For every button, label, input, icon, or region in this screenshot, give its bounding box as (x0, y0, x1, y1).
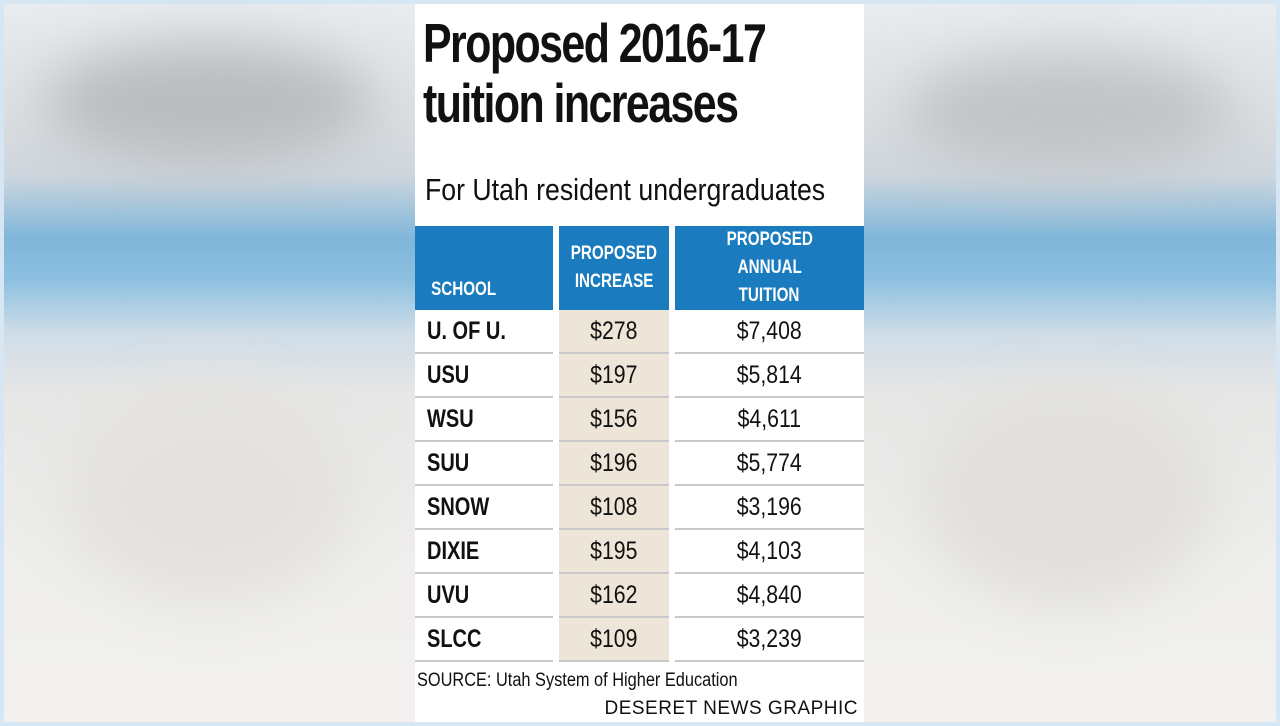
cell-tuition-value: $5,774 (736, 448, 802, 477)
cell-tuition-value: $7,408 (736, 316, 802, 345)
cell-school-value: DIXIE (427, 536, 480, 565)
header-tuition-line-1: PROPOSED ANNUAL (726, 229, 813, 278)
title-line-2: tuition increases (423, 72, 739, 134)
cell-school-value: SUU (427, 448, 470, 477)
cell-school-value: SLCC (427, 624, 482, 653)
column-gap (553, 354, 559, 398)
cell-school: U. OF U. (415, 310, 554, 354)
column-gap (553, 486, 559, 530)
cell-increase-value: $278 (590, 316, 638, 345)
table-row: SLCC $109 $3,239 (415, 618, 864, 662)
column-gap (553, 442, 559, 486)
cell-increase-value: $156 (590, 404, 638, 433)
column-header-school: SCHOOL (415, 226, 554, 310)
cell-increase: $156 (558, 398, 669, 442)
column-gap (553, 398, 559, 442)
chart-subtitle: For Utah resident undergraduates (425, 172, 826, 207)
column-gap (668, 618, 675, 662)
cell-school-value: U. OF U. (427, 316, 506, 345)
cell-increase: $108 (558, 486, 669, 530)
cell-tuition: $3,196 (674, 486, 864, 530)
cell-school: DIXIE (415, 530, 554, 574)
cell-school: USU (415, 354, 554, 398)
column-gap (553, 310, 559, 354)
header-increase-line-1: PROPOSED (570, 243, 657, 264)
table-row: U. OF U. $278 $7,408 (415, 310, 864, 354)
column-gap (668, 354, 675, 398)
column-gap (668, 530, 675, 574)
header-increase-line-2: INCREASE (574, 271, 654, 292)
cell-school: SLCC (415, 618, 554, 662)
column-header-tuition: PROPOSED ANNUAL TUITION (674, 226, 864, 310)
table-body: U. OF U. $278 $7,408 USU $197 $5,814 WSU $156 $4… (415, 310, 864, 662)
cell-school: SNOW (415, 486, 554, 530)
cell-increase: $162 (558, 574, 669, 618)
cell-tuition-value: $4,611 (737, 404, 801, 433)
table-row: SNOW $108 $3,196 (415, 486, 864, 530)
source-note: SOURCE: Utah System of Higher Education (417, 670, 738, 691)
cell-tuition: $4,103 (674, 530, 864, 574)
table-row: USU $197 $5,814 (415, 354, 864, 398)
cell-increase: $195 (558, 530, 669, 574)
cell-school-value: USU (427, 360, 470, 389)
cell-increase-value: $195 (590, 536, 638, 565)
cell-tuition-value: $3,196 (736, 492, 802, 521)
cell-increase: $278 (558, 310, 669, 354)
chart-title: Proposed 2016-17 tuition increases (423, 12, 767, 134)
cell-tuition: $4,840 (674, 574, 864, 618)
cell-tuition: $4,611 (674, 398, 864, 442)
cell-tuition-value: $5,814 (736, 360, 802, 389)
table-header-row: SCHOOL PROPOSED INCREASE PROPOSED ANNUAL… (415, 226, 864, 310)
cell-tuition: $5,774 (674, 442, 864, 486)
header-tuition-line-2: TUITION (738, 285, 800, 306)
column-gap (553, 618, 559, 662)
cell-increase-value: $197 (590, 360, 638, 389)
cell-school-value: SNOW (427, 492, 490, 521)
cell-tuition: $5,814 (674, 354, 864, 398)
column-header-increase: PROPOSED INCREASE (558, 226, 669, 310)
cell-tuition-value: $3,239 (736, 624, 802, 653)
column-gap (668, 226, 675, 310)
cell-increase: $109 (558, 618, 669, 662)
column-gap (553, 226, 559, 310)
tuition-table: SCHOOL PROPOSED INCREASE PROPOSED ANNUAL… (415, 226, 864, 662)
cell-increase: $196 (558, 442, 669, 486)
column-gap (668, 442, 675, 486)
background-blur-shape (904, 54, 1234, 174)
column-gap (668, 486, 675, 530)
background-blur-shape (924, 384, 1214, 604)
cell-school: UVU (415, 574, 554, 618)
cell-increase-value: $108 (590, 492, 638, 521)
cell-increase-value: $109 (590, 624, 638, 653)
cell-school-value: UVU (427, 580, 470, 609)
column-gap (668, 574, 675, 618)
table-row: WSU $156 $4,611 (415, 398, 864, 442)
background-blur-shape (44, 44, 374, 164)
cell-tuition-value: $4,103 (736, 536, 802, 565)
cell-school: SUU (415, 442, 554, 486)
cell-tuition: $3,239 (674, 618, 864, 662)
header-school-label: SCHOOL (431, 279, 497, 300)
cell-increase: $197 (558, 354, 669, 398)
graphic-credit: DESERET NEWS GRAPHIC (604, 698, 858, 719)
table-row: SUU $196 $5,774 (415, 442, 864, 486)
cell-tuition-value: $4,840 (736, 580, 802, 609)
column-gap (553, 574, 559, 618)
background-blur-shape (64, 384, 354, 604)
table-row: UVU $162 $4,840 (415, 574, 864, 618)
column-gap (668, 310, 675, 354)
column-gap (553, 530, 559, 574)
table-row: DIXIE $195 $4,103 (415, 530, 864, 574)
cell-tuition: $7,408 (674, 310, 864, 354)
cell-increase-value: $196 (590, 448, 638, 477)
cell-school-value: WSU (427, 404, 474, 433)
column-gap (668, 398, 675, 442)
cell-increase-value: $162 (590, 580, 638, 609)
title-line-1: Proposed 2016-17 (423, 12, 767, 74)
cell-school: WSU (415, 398, 554, 442)
infographic-card: Proposed 2016-17 tuition increases For U… (415, 4, 864, 722)
